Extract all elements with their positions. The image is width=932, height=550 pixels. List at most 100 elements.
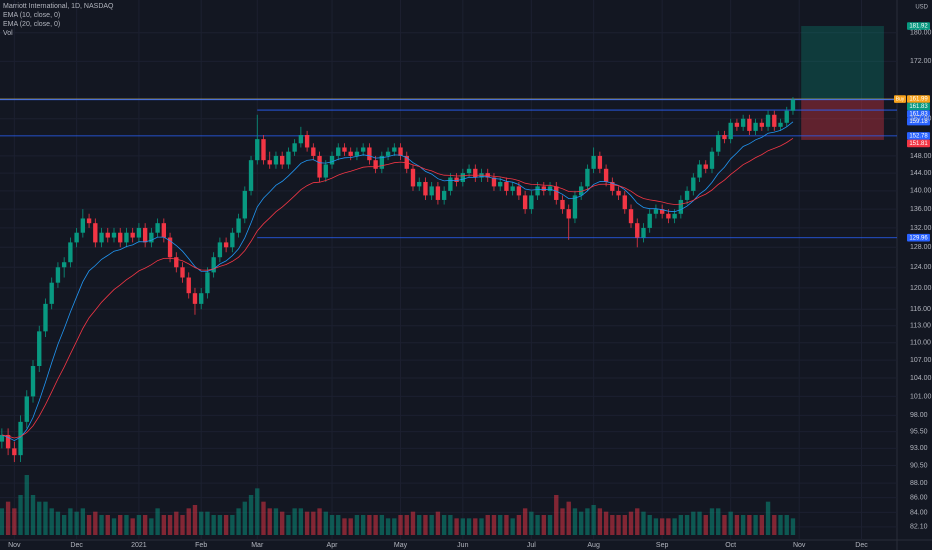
volume-bar [616,515,621,535]
candle-body [360,147,366,152]
volume-bar [622,515,627,535]
volume-bar [691,511,696,535]
candle-body [49,282,54,304]
volume-bar [635,508,640,535]
volume-bar [236,508,241,535]
candle-body [429,186,434,196]
study-label: EMA (10, close, 0) [3,12,60,19]
volume-bar [205,511,210,535]
price-tag-label: 161.83 [909,112,928,118]
volume-bar [329,515,335,535]
x-tick-label: Jul [527,542,536,549]
volume-bar [516,515,522,535]
candle-body [691,177,696,191]
ema-line [1,137,794,439]
candle-body [155,223,160,233]
candle-body [0,434,5,442]
y-tick-label: 132.00 [910,225,932,232]
x-tick-label: Oct [725,542,736,549]
candle-body [80,218,86,233]
candle-body [697,164,702,178]
candle-body [716,135,721,152]
candle-body [311,147,316,156]
volume-bar [311,511,316,535]
volume-bar [155,508,160,535]
y-tick-label: 144.00 [910,170,932,177]
x-tick-label: Aug [587,542,600,549]
chart-title: Marriott International, 1D, NASDAQ [3,3,114,10]
candle-body [30,366,36,397]
volume-bar [49,508,54,535]
candle-body [111,232,117,238]
candle-body [790,99,796,111]
x-tick-label: Jun [457,542,468,549]
candle-body [554,186,559,200]
candle-body [236,218,241,233]
volume-bar [429,515,434,535]
volume-bar [18,495,23,535]
candle-body [43,303,48,332]
volume-bar [734,515,740,535]
price-tag [907,233,930,242]
candle-body [491,177,497,187]
candle-body [142,227,148,243]
y-tick-label: 88.00 [910,480,928,487]
volume-bar [684,515,690,535]
volume-bar [161,515,167,535]
y-tick-label: 82.10 [910,524,928,531]
volume-bar [280,511,285,535]
volume-bar [199,511,204,535]
candle-body [199,293,204,304]
study-label: EMA (20, close, 0) [3,21,60,28]
volume-bar [498,515,503,535]
price-tag-label: 161.99 [909,97,928,103]
candle-body [659,209,665,214]
candle-body [516,186,522,196]
price-tag [907,95,930,103]
volume-bar [716,508,721,535]
volume-bar [242,501,247,535]
levels [0,26,897,239]
volume-bar [93,511,98,535]
y-tick-label: 124.00 [910,264,932,271]
candle-body [560,199,565,210]
volume-bar [504,515,509,535]
y-tick-label: 116.00 [910,306,931,313]
volume-bar [167,515,173,535]
volume-bar [186,508,191,535]
volume-bar [597,508,603,535]
volume-bar [585,508,590,535]
y-tick-label: 101.00 [910,393,932,400]
volume-label: Vol [3,30,13,37]
volume-bar [759,515,765,535]
volume-bar [460,518,466,535]
volume-bar [348,518,353,535]
candle-body [18,421,23,456]
x-tick-label: Feb [195,542,207,549]
price-tags: 181.92161.99Buy161.83161.83159.18152.781… [894,22,930,242]
y-tick-label: 136.00 [910,206,932,213]
candle-body [398,147,403,156]
y-tick-label: 93.00 [910,445,928,452]
volume-bar [80,508,86,535]
volume-bar [292,508,297,535]
y-tick-label: 86.00 [910,494,928,501]
volume-bar [784,515,789,535]
price-tag-label: 159.18 [909,119,928,125]
candle-body [672,213,677,219]
candle-body [12,448,17,456]
volume-bar [753,515,758,535]
x-tick-label: Dec [855,542,868,549]
volume-bar [298,508,304,535]
candle-body [734,122,740,127]
candle-body [641,227,646,238]
candle-body [722,135,727,140]
candle-body [167,237,173,258]
price-tag [907,132,930,140]
volume-bar [12,508,17,535]
volume-bar [659,518,665,535]
candle-body [603,168,609,182]
y-tick-label: 172.00 [910,58,932,65]
volume-bar [790,518,796,535]
y-tick-label: 110.00 [910,340,931,347]
